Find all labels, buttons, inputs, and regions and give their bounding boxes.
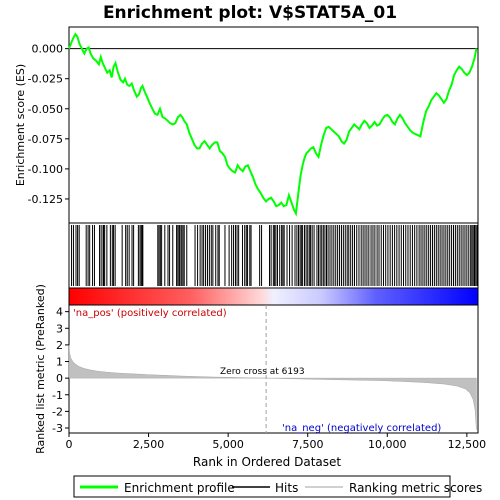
metric-y-axis: 4 3 2 1 0 -1 -2 -3 bbox=[52, 306, 69, 435]
es-y-tick-label: -0.050 bbox=[28, 103, 63, 116]
es-y-tick-label: 0.000 bbox=[32, 43, 64, 56]
legend: Enrichment profile Hits Ranking metric s… bbox=[73, 475, 482, 498]
neg-correlated-label: 'na_neg' (negatively correlated) bbox=[282, 423, 441, 434]
metric-y-tick-label: 4 bbox=[56, 306, 63, 319]
legend-enrichment-label: Enrichment profile bbox=[124, 481, 235, 495]
metric-y-tick-label: -1 bbox=[52, 389, 63, 402]
enrichment-score-panel: 0.000 -0.025 -0.050 -0.075 -0.100 -0.125 Enri… bbox=[14, 26, 479, 224]
rank-colorbar bbox=[68, 287, 479, 306]
legend-metric-label: Ranking metric scores bbox=[349, 481, 482, 495]
es-y-tick-label: -0.100 bbox=[28, 163, 63, 176]
ranking-metric-area bbox=[68, 344, 477, 430]
es-y-axis-label: Enrichment score (ES) bbox=[14, 64, 27, 186]
es-plot-frame bbox=[68, 26, 479, 224]
hit-marks bbox=[71, 225, 478, 286]
metric-plot-frame bbox=[68, 304, 479, 434]
metric-y-tick-label: -3 bbox=[52, 422, 63, 435]
metric-x-tick-label: 2,500 bbox=[133, 438, 165, 451]
metric-x-axis: 0 2,500 5,000 7,500 10,000 12,500 bbox=[66, 433, 487, 451]
metric-y-tick-label: 2 bbox=[56, 339, 63, 352]
metric-x-tick-label: 7,500 bbox=[292, 438, 324, 451]
colorbar-strip bbox=[68, 287, 479, 306]
metric-x-axis-label: Rank in Ordered Dataset bbox=[193, 455, 341, 469]
metric-y-tick-label: 1 bbox=[56, 356, 63, 369]
metric-x-tick-label: 0 bbox=[66, 438, 73, 451]
es-y-tick-label: -0.075 bbox=[28, 133, 63, 146]
metric-y-tick-label: 0 bbox=[56, 372, 63, 385]
metric-x-tick-label: 5,000 bbox=[212, 438, 244, 451]
legend-hits-label: Hits bbox=[275, 481, 298, 495]
metric-y-axis-label: Ranked list metric (PreRanked) bbox=[34, 284, 47, 454]
metric-x-tick-label: 12,500 bbox=[448, 438, 487, 451]
chart-title: Enrichment plot: V$STAT5A_01 bbox=[103, 3, 397, 23]
es-y-axis: 0.000 -0.025 -0.050 -0.075 -0.100 -0.125 bbox=[28, 43, 69, 206]
metric-y-tick-label: 3 bbox=[56, 322, 63, 335]
ranked-metric-panel: 4 3 2 1 0 -1 -2 -3 0 2,500 5,000 7,500 10,000 12,500… bbox=[34, 284, 486, 469]
hits-panel bbox=[68, 222, 479, 289]
es-y-tick-label: -0.125 bbox=[28, 193, 63, 206]
pos-correlated-label: 'na_pos' (positively correlated) bbox=[73, 308, 227, 319]
metric-x-tick-label: 10,000 bbox=[368, 438, 407, 451]
metric-y-tick-label: -2 bbox=[52, 405, 63, 418]
zero-cross-label: Zero cross at 6193 bbox=[220, 367, 305, 377]
es-y-tick-label: -0.025 bbox=[28, 73, 63, 86]
enrichment-profile-line bbox=[68, 32, 478, 217]
